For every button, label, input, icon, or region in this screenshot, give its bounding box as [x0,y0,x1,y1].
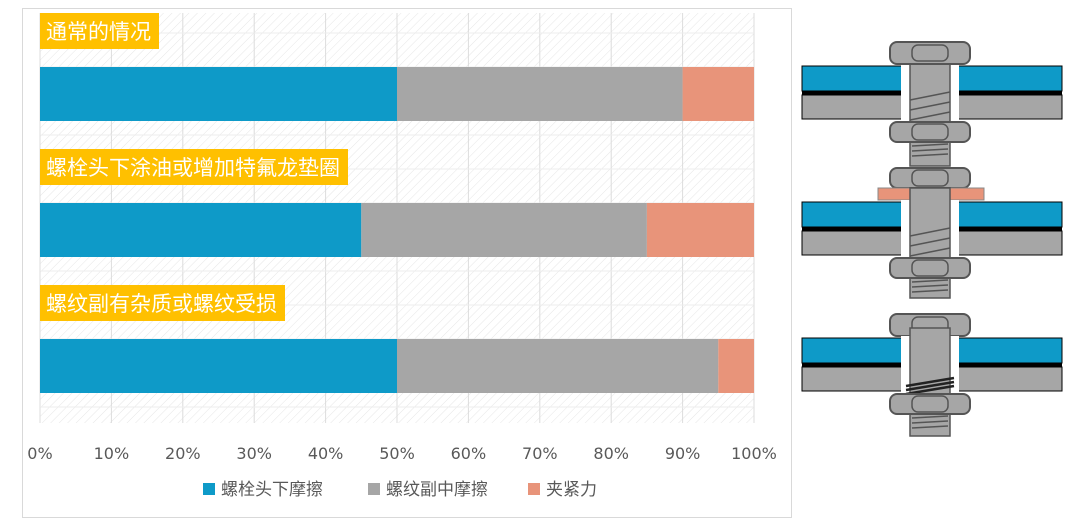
bar-segment-1-row-1 [40,67,397,121]
x-tick-label: 60% [451,444,487,463]
bar-segment-1-row-2 [40,203,362,257]
category-label-box [40,13,159,49]
legend-item-2: 螺纹副中摩擦 [368,480,488,500]
x-tick-label: 40% [308,444,344,463]
legend-item-1: 螺栓头下摩擦 [203,480,323,500]
category-label-text: 螺栓头下涂油或增加特氟龙垫圈 [46,156,340,180]
bar-segment-2-row-2 [361,203,647,257]
legend-swatch [203,483,215,495]
bar-segment-2-row-1 [397,67,683,121]
legend-swatch [368,483,380,495]
bar-segment-1-row-3 [40,339,397,393]
x-tick-label: 10% [94,444,130,463]
bolt-diagram-normal [801,41,1063,167]
x-tick-label: 70% [522,444,558,463]
category-label-3: 螺纹副有杂质或螺纹受损 [40,285,285,321]
legend-label: 螺纹副中摩擦 [386,480,488,500]
bolt-diagram-washer [801,167,1063,299]
bar-segment-2-row-3 [397,339,719,393]
bar-segment-3-row-2 [646,203,754,257]
bar-segment-3-row-3 [718,339,754,393]
legend-label: 螺栓头下摩擦 [221,480,323,500]
bars [40,67,754,393]
category-label-text: 螺纹副有杂质或螺纹受损 [46,292,277,316]
category-label-2: 螺栓头下涂油或增加特氟龙垫圈 [40,149,348,185]
x-tick-label: 90% [665,444,701,463]
category-label-1: 通常的情况 [40,13,159,49]
legend-label: 夹紧力 [546,480,597,500]
x-tick-label: 100% [731,444,777,463]
x-tick-label: 30% [236,444,272,463]
x-tick-label: 50% [379,444,415,463]
legend: 螺栓头下摩擦 螺纹副中摩擦 夹紧力 [203,480,597,500]
x-tick-label: 20% [165,444,201,463]
x-axis-ticks: 0% 10% 20% 30% 40% 50% 60% 70% 80% 90% 100% [27,444,777,463]
legend-item-3: 夹紧力 [528,480,597,500]
chart-panel: 通常的情况螺栓头下涂油或增加特氟龙垫圈 螺纹副有杂质或螺纹受损 0% 10% 20% 3… [22,8,792,518]
bolt-diagram-damaged [801,313,1063,437]
category-label-box [40,285,285,321]
x-tick-label: 0% [27,444,52,463]
legend-swatch [528,483,540,495]
category-label-text: 通常的情况 [46,20,151,44]
category-label-box [40,149,348,185]
x-tick-label: 80% [593,444,629,463]
bolt-diagrams [801,41,1063,437]
bar-segment-3-row-1 [682,67,754,121]
